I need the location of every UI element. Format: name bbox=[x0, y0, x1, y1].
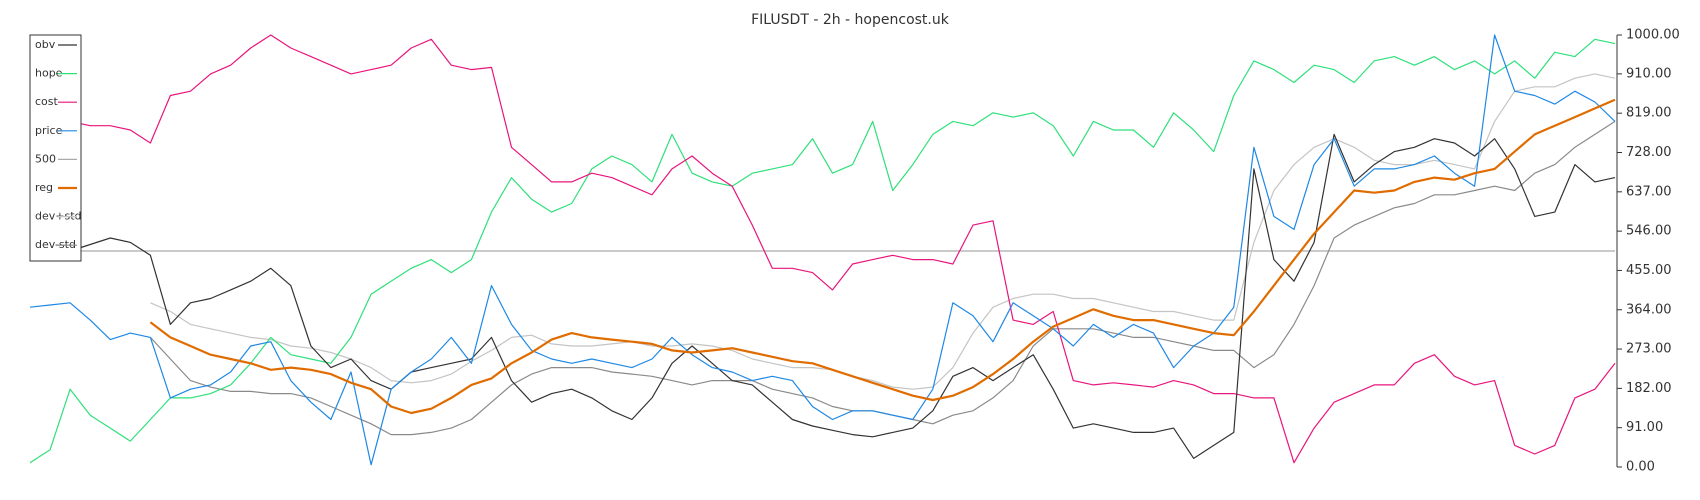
series-line bbox=[150, 73, 1616, 390]
y-tick-label: 728.00 bbox=[1626, 145, 1672, 160]
y-tick-label: 1000.00 bbox=[1626, 28, 1680, 43]
y-tick-label: 819.00 bbox=[1626, 106, 1672, 121]
series-line bbox=[29, 34, 1616, 464]
legend-box bbox=[29, 34, 82, 262]
legend-label: dev-std bbox=[35, 238, 76, 251]
legend-label: obv bbox=[35, 38, 56, 51]
series-line bbox=[29, 38, 1616, 464]
y-tick-label: 910.00 bbox=[1626, 66, 1672, 81]
y-tick-label: 364.00 bbox=[1626, 302, 1672, 317]
y-tick-label: 637.00 bbox=[1626, 184, 1672, 199]
legend-label: reg bbox=[35, 181, 53, 194]
y-tick-label: 273.00 bbox=[1626, 342, 1672, 357]
series-line bbox=[29, 34, 1616, 466]
y-tick-label: 546.00 bbox=[1626, 224, 1672, 239]
plot-area bbox=[29, 34, 1616, 466]
legend-label: 500 bbox=[35, 152, 56, 165]
legend-label: price bbox=[35, 124, 63, 137]
legend-label: hope bbox=[35, 67, 63, 80]
series-line bbox=[29, 133, 1616, 459]
y-tick-label: 91.00 bbox=[1626, 420, 1663, 435]
y-tick-label: 0.00 bbox=[1626, 460, 1655, 475]
y-tick-label: 182.00 bbox=[1626, 381, 1672, 396]
legend-label: cost bbox=[35, 95, 59, 108]
chart-title: FILUSDT - 2h - hopencost.uk bbox=[751, 12, 950, 28]
y-tick-label: 455.00 bbox=[1626, 263, 1672, 278]
series-line bbox=[149, 98, 1616, 415]
